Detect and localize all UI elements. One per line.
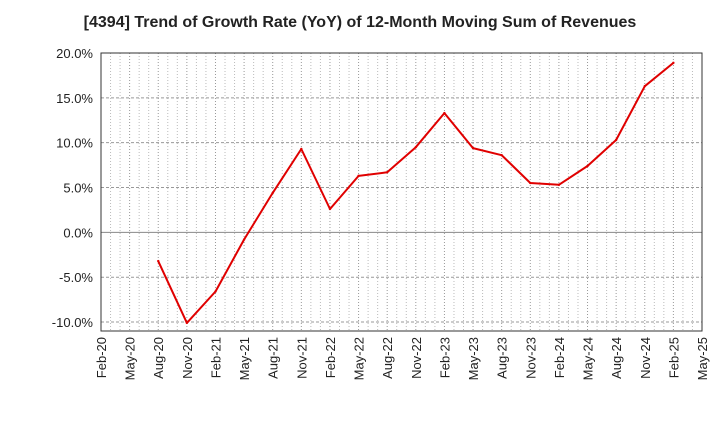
data-point	[157, 259, 160, 263]
x-tick-label: May-21	[237, 337, 252, 380]
x-tick-label: Feb-23	[437, 337, 452, 378]
x-tick-label: Nov-21	[294, 337, 309, 379]
y-tick-label: 15.0%	[56, 91, 93, 106]
data-point	[414, 145, 418, 149]
x-tick-label: Feb-22	[323, 337, 338, 378]
x-tick-label: Nov-24	[638, 337, 653, 379]
x-tick-label: Feb-25	[666, 337, 681, 378]
x-tick-label: Feb-20	[94, 337, 109, 378]
data-point	[557, 183, 561, 187]
x-tick-label: Aug-23	[495, 337, 510, 379]
x-tick-label: Aug-21	[266, 337, 281, 379]
data-point	[529, 181, 532, 185]
x-tick-label: Aug-24	[609, 337, 624, 379]
data-point	[300, 147, 303, 151]
x-tick-label: Nov-20	[180, 337, 195, 379]
y-tick-label: 0.0%	[63, 225, 93, 240]
y-tick-label: 20.0%	[56, 46, 93, 61]
x-tick-label: Feb-24	[552, 337, 567, 378]
y-tick-label: -10.0%	[52, 315, 94, 330]
y-tick-label: 5.0%	[63, 181, 93, 196]
x-tick-label: May-22	[352, 337, 367, 380]
data-point	[471, 146, 475, 150]
data-point	[614, 138, 618, 142]
data-point	[586, 164, 589, 168]
x-tick-label: May-23	[466, 337, 481, 380]
data-point	[385, 171, 389, 174]
chart-title: [4394] Trend of Growth Rate (YoY) of 12-…	[83, 14, 637, 31]
x-tick-label: May-25	[695, 337, 710, 380]
plot-frame	[100, 52, 703, 332]
data-point	[328, 207, 332, 211]
plot-area	[101, 53, 702, 331]
x-tick-label: Aug-22	[380, 337, 395, 379]
x-tick-label: Nov-23	[523, 337, 538, 379]
data-point	[271, 191, 274, 195]
data-point	[242, 238, 246, 241]
data-point	[214, 290, 217, 293]
data-point	[672, 61, 675, 65]
x-tick-label: May-20	[123, 337, 138, 380]
x-tick-label: Feb-21	[208, 337, 223, 378]
data-point	[643, 84, 646, 88]
data-point	[185, 321, 189, 325]
x-tick-label: Nov-22	[409, 337, 424, 379]
data-point	[443, 111, 446, 115]
data-point	[500, 154, 503, 157]
x-tick-label: Aug-20	[151, 337, 166, 379]
y-tick-label: -5.0%	[59, 270, 93, 285]
x-tick-label: May-24	[581, 337, 596, 380]
y-tick-label: 10.0%	[56, 136, 93, 151]
data-point	[357, 174, 360, 178]
